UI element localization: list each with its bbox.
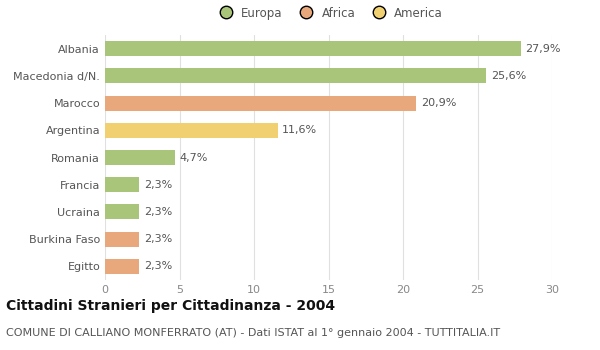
Bar [105,177,139,192]
Bar [105,41,521,56]
Text: 2,3%: 2,3% [144,207,172,217]
Text: 2,3%: 2,3% [144,180,172,190]
Bar [105,232,139,247]
Text: 2,3%: 2,3% [144,261,172,271]
Bar [105,204,139,219]
Legend: Europa, Africa, America: Europa, Africa, America [214,7,443,20]
Bar [105,259,139,274]
Text: 11,6%: 11,6% [283,125,317,135]
Bar [105,96,416,111]
Bar [105,150,175,165]
Text: COMUNE DI CALLIANO MONFERRATO (AT) - Dati ISTAT al 1° gennaio 2004 - TUTTITALIA.: COMUNE DI CALLIANO MONFERRATO (AT) - Dat… [6,328,500,338]
Text: Cittadini Stranieri per Cittadinanza - 2004: Cittadini Stranieri per Cittadinanza - 2… [6,299,335,313]
Bar [105,123,278,138]
Bar [105,68,487,83]
Text: 27,9%: 27,9% [525,44,560,54]
Text: 20,9%: 20,9% [421,98,456,108]
Text: 4,7%: 4,7% [179,153,208,162]
Text: 25,6%: 25,6% [491,71,526,81]
Text: 2,3%: 2,3% [144,234,172,244]
